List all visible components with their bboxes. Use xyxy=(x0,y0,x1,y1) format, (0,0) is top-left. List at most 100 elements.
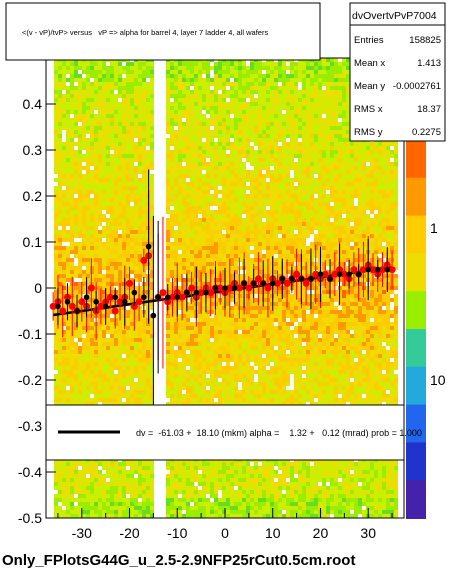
data-point-black xyxy=(384,266,391,273)
data-point-red xyxy=(264,284,272,292)
data-points xyxy=(49,169,396,416)
x-tick-label: -30 xyxy=(72,525,92,541)
data-point-red xyxy=(321,270,329,278)
colorbar-label: 10 xyxy=(430,372,446,388)
data-point-black xyxy=(222,285,228,291)
data-point-black xyxy=(184,289,190,296)
data-point-red xyxy=(126,279,134,287)
data-point-black xyxy=(346,271,352,278)
data-point-black xyxy=(279,276,286,282)
y-tick-label: -0.5 xyxy=(18,510,42,526)
data-point-red xyxy=(235,284,243,292)
stats-label: Entries xyxy=(354,35,384,46)
data-point-red xyxy=(135,298,143,306)
data-point-red xyxy=(293,270,301,278)
data-point-red xyxy=(188,284,196,292)
y-tick-label: 0.2 xyxy=(23,188,43,204)
chart-title: <(v - vP)/tvP> versus vP => alpha for ba… xyxy=(22,28,268,37)
data-point-black xyxy=(141,294,147,301)
data-point-red xyxy=(159,289,167,297)
stats-label: RMS x xyxy=(354,104,383,115)
data-point-red xyxy=(197,289,205,297)
data-point-black xyxy=(250,280,257,287)
data-point-black xyxy=(317,271,324,278)
y-axis: -0.5 -0.4 -0.3 -0.2 -0.1 0 0.1 0.2 0.3 0.4 xyxy=(18,96,56,526)
y-tick-label: -0.2 xyxy=(18,372,42,388)
x-tick-label: 0 xyxy=(221,525,229,541)
x-axis: -30 -20 -10 0 10 20 30 xyxy=(57,508,393,541)
y-tick-label: 0.1 xyxy=(23,234,43,250)
data-point-black xyxy=(83,294,90,301)
title-box: <(v - vP)/tvP> versus vP => alpha for ba… xyxy=(5,2,321,61)
data-point-red xyxy=(168,293,176,301)
x-tick-label: 10 xyxy=(265,525,281,541)
colorbar-label: 1 xyxy=(430,220,438,236)
data-point-black xyxy=(355,271,362,278)
data-point-red xyxy=(379,266,387,274)
data-point-black xyxy=(260,280,266,287)
data-point-black xyxy=(74,308,80,314)
stats-value: 18.37 xyxy=(417,104,441,115)
colorbar: 1 10 xyxy=(406,140,446,519)
x-tick-label: -20 xyxy=(119,525,139,541)
data-point-black xyxy=(145,243,152,250)
data-point-black xyxy=(336,271,343,278)
x-tick-label: -10 xyxy=(167,525,187,541)
y-tick-label: -0.3 xyxy=(18,418,42,434)
stats-value: -0.0002761 xyxy=(393,81,441,92)
x-tick-label: 20 xyxy=(313,525,329,541)
data-point-red xyxy=(78,298,86,306)
data-point-red xyxy=(116,298,124,306)
data-point-black xyxy=(55,303,61,310)
data-point-red xyxy=(340,270,348,278)
data-point-black xyxy=(298,276,305,282)
stats-value: 1.413 xyxy=(417,58,441,69)
data-point-red xyxy=(207,289,215,297)
data-point-red xyxy=(130,302,138,310)
data-point-red xyxy=(359,266,367,274)
data-point-black xyxy=(241,280,247,287)
data-point-black xyxy=(289,276,295,282)
data-point-red xyxy=(226,284,234,292)
data-point-black xyxy=(102,303,109,310)
data-point-black xyxy=(269,280,276,287)
x-tick-label: 30 xyxy=(360,525,376,541)
data-point-red xyxy=(245,284,253,292)
stats-label: RMS y xyxy=(354,127,383,138)
data-point-red xyxy=(274,279,282,287)
data-point-black xyxy=(174,294,181,301)
data-point-black xyxy=(155,294,161,301)
y-tick-label: 0 xyxy=(34,280,42,296)
data-point-red xyxy=(178,293,186,301)
data-point-black xyxy=(64,299,71,305)
data-point-black xyxy=(212,285,219,291)
y-tick-label: -0.4 xyxy=(18,464,42,480)
file-name-footer: Only_FPlotsG44G_u_2.5-2.9NFP25rCut0.5cm.… xyxy=(2,552,356,569)
data-point-black xyxy=(327,276,333,282)
data-point-black xyxy=(193,289,200,296)
fit-legend-text: dv = -61.03 + 18.10 (mkm) alpha = 1.32 +… xyxy=(136,428,422,438)
data-point-red xyxy=(97,302,105,310)
data-point-red xyxy=(331,270,339,278)
data-point-black xyxy=(93,299,99,305)
data-point-black xyxy=(131,289,138,296)
data-point-black xyxy=(365,266,372,273)
data-point-red xyxy=(216,284,224,292)
data-point-black xyxy=(150,312,157,319)
data-point-black xyxy=(374,266,381,273)
data-point-black xyxy=(164,294,171,301)
data-point-black xyxy=(112,294,119,301)
data-point-red xyxy=(140,256,148,264)
data-point-black xyxy=(231,285,238,291)
data-point-black xyxy=(203,289,209,296)
data-point-red xyxy=(59,307,67,315)
stats-value: 158825 xyxy=(409,35,441,46)
stats-value: 0.2275 xyxy=(412,127,441,138)
stats-label: Mean x xyxy=(354,58,385,69)
data-point-black xyxy=(121,299,128,305)
y-tick-label: 0.3 xyxy=(23,142,43,158)
data-point-red xyxy=(254,275,262,283)
data-point-red xyxy=(68,302,76,310)
stats-label: Mean y xyxy=(354,81,385,92)
